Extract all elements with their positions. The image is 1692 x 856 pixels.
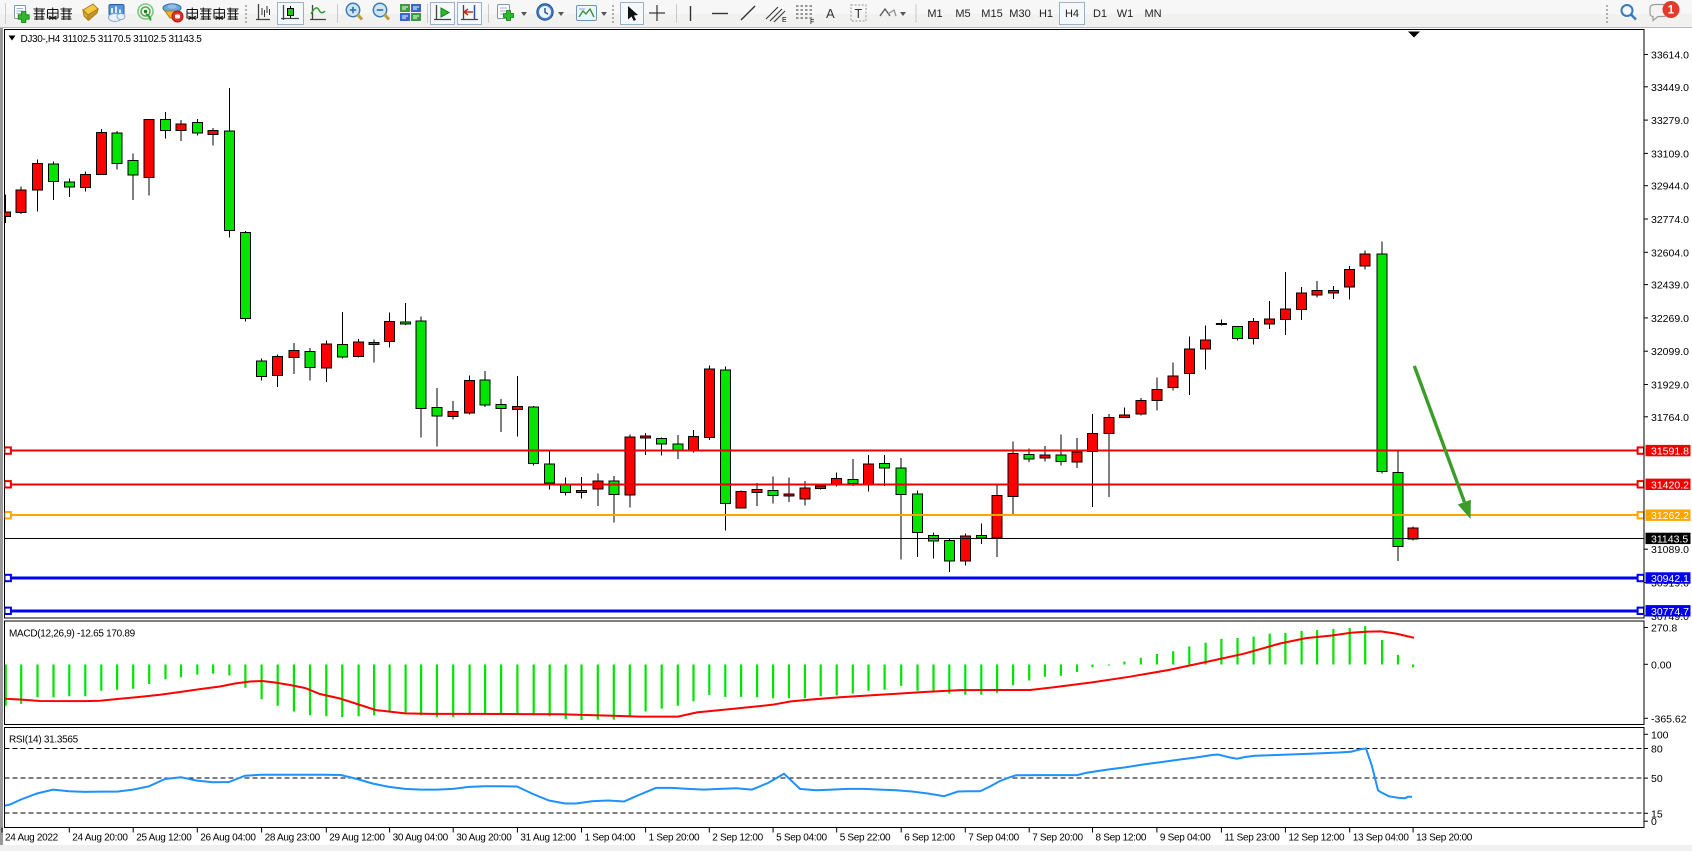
svg-text:W1: W1 (1117, 8, 1134, 20)
svg-text:32944.0: 32944.0 (1651, 181, 1689, 193)
svg-text:24 Aug 20:00: 24 Aug 20:00 (72, 833, 128, 844)
svg-text:31262.2: 31262.2 (1651, 510, 1689, 522)
svg-text:H4: H4 (1065, 8, 1079, 20)
svg-text:-365.62: -365.62 (1651, 713, 1687, 725)
svg-text:31764.0: 31764.0 (1651, 412, 1689, 424)
svg-text:MACD(12,26,9) -12.65 170.89: MACD(12,26,9) -12.65 170.89 (9, 629, 136, 640)
svg-text:100: 100 (1651, 729, 1669, 741)
svg-text:31143.5: 31143.5 (1651, 533, 1688, 545)
svg-text:MN: MN (1144, 8, 1161, 20)
svg-text:32774.0: 32774.0 (1651, 214, 1689, 226)
svg-text:9 Sep 04:00: 9 Sep 04:00 (1160, 833, 1211, 844)
svg-text:1 Sep 20:00: 1 Sep 20:00 (649, 833, 700, 844)
svg-text:1: 1 (1668, 5, 1675, 17)
svg-text:7 Sep 04:00: 7 Sep 04:00 (968, 833, 1019, 844)
svg-text:0: 0 (1651, 816, 1657, 828)
svg-text:33449.0: 33449.0 (1651, 82, 1689, 94)
svg-text:M30: M30 (1009, 8, 1030, 20)
svg-text:30 Aug 04:00: 30 Aug 04:00 (393, 833, 449, 844)
svg-text:F: F (810, 19, 814, 26)
svg-text:24 Aug 2022: 24 Aug 2022 (5, 833, 59, 844)
svg-text:DJ30-,H4 31102.5 31170.5 3110: DJ30-,H4 31102.5 31170.5 31102.5 31143.5 (21, 34, 203, 45)
svg-text:30774.7: 30774.7 (1651, 606, 1689, 618)
svg-text:33614.0: 33614.0 (1651, 50, 1689, 62)
svg-text:5 Sep 04:00: 5 Sep 04:00 (776, 833, 827, 844)
svg-text:270.8: 270.8 (1651, 623, 1677, 635)
svg-text:25 Aug 12:00: 25 Aug 12:00 (136, 833, 192, 844)
svg-text:29 Aug 12:00: 29 Aug 12:00 (329, 833, 385, 844)
svg-text:H1: H1 (1039, 8, 1053, 20)
svg-text:30 Aug 20:00: 30 Aug 20:00 (456, 833, 512, 844)
svg-text:M1: M1 (927, 8, 942, 20)
svg-text:M15: M15 (981, 8, 1002, 20)
svg-text:32439.0: 32439.0 (1651, 280, 1689, 292)
svg-text:50: 50 (1651, 773, 1663, 785)
svg-text:T: T (855, 7, 863, 21)
svg-text:6 Sep 12:00: 6 Sep 12:00 (904, 833, 955, 844)
svg-text:12 Sep 12:00: 12 Sep 12:00 (1288, 833, 1345, 844)
svg-text:32604.0: 32604.0 (1651, 247, 1689, 259)
svg-text:33279.0: 33279.0 (1651, 115, 1689, 127)
svg-text:0.00: 0.00 (1651, 659, 1672, 671)
svg-text:31591.8: 31591.8 (1651, 446, 1689, 458)
svg-text:31089.0: 31089.0 (1651, 544, 1689, 556)
svg-text:1 Sep 04:00: 1 Sep 04:00 (585, 833, 636, 844)
svg-text:D1: D1 (1093, 8, 1107, 20)
svg-text:26 Aug 04:00: 26 Aug 04:00 (200, 833, 256, 844)
svg-text:A: A (826, 6, 835, 21)
svg-text:32269.0: 32269.0 (1651, 313, 1689, 325)
svg-text:E: E (782, 17, 787, 24)
svg-text:13 Sep 04:00: 13 Sep 04:00 (1353, 833, 1410, 844)
svg-text:30942.1: 30942.1 (1651, 573, 1689, 585)
svg-text:M5: M5 (955, 8, 970, 20)
svg-text:31 Aug 12:00: 31 Aug 12:00 (520, 833, 576, 844)
svg-text:13 Sep 20:00: 13 Sep 20:00 (1416, 833, 1473, 844)
svg-text:11 Sep 23:00: 11 Sep 23:00 (1224, 833, 1280, 844)
svg-text:28 Aug 23:00: 28 Aug 23:00 (265, 833, 321, 844)
svg-text:80: 80 (1651, 744, 1663, 756)
svg-text:31929.0: 31929.0 (1651, 380, 1689, 392)
svg-text:7 Sep 20:00: 7 Sep 20:00 (1032, 833, 1083, 844)
svg-text:15: 15 (1651, 808, 1663, 820)
svg-text:8 Sep 12:00: 8 Sep 12:00 (1096, 833, 1147, 844)
svg-text:33109.0: 33109.0 (1651, 148, 1689, 160)
svg-text:31420.2: 31420.2 (1651, 479, 1689, 491)
svg-text:5 Sep 22:00: 5 Sep 22:00 (840, 833, 891, 844)
svg-text:32099.0: 32099.0 (1651, 346, 1689, 358)
svg-text:2 Sep 12:00: 2 Sep 12:00 (712, 833, 763, 844)
svg-text:RSI(14) 31.3565: RSI(14) 31.3565 (9, 735, 79, 746)
